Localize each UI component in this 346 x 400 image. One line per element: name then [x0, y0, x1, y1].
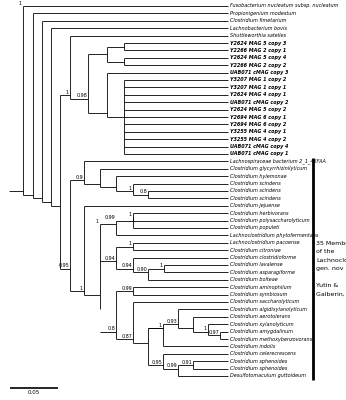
Text: Propionigenium modestum: Propionigenium modestum	[229, 11, 295, 16]
Text: 0.97: 0.97	[208, 330, 219, 335]
Text: Clostridium aerotolerans: Clostridium aerotolerans	[229, 314, 290, 319]
Text: 0.9: 0.9	[75, 174, 83, 180]
Text: 0.95: 0.95	[58, 263, 69, 268]
Text: 0.98: 0.98	[76, 93, 87, 98]
Text: Clostridium clostridioforme: Clostridium clostridioforme	[229, 255, 295, 260]
Text: Y2266 MAG 2 copy 2: Y2266 MAG 2 copy 2	[229, 63, 286, 68]
Text: 0.99: 0.99	[166, 363, 177, 368]
Text: Clostridium citroniae: Clostridium citroniae	[229, 248, 280, 253]
Text: Clostridium lavalense: Clostridium lavalense	[229, 262, 282, 268]
Text: Clostridium fimetarium: Clostridium fimetarium	[229, 18, 286, 23]
Text: 1: 1	[159, 323, 162, 328]
Text: Galberin, 2013: Galberin, 2013	[316, 292, 346, 297]
Text: Yutin &: Yutin &	[316, 283, 338, 288]
Text: 0.99: 0.99	[121, 286, 132, 290]
Text: Clostridium jejuense: Clostridium jejuense	[229, 203, 279, 208]
Text: Y3207 MAG 1 copy 2: Y3207 MAG 1 copy 2	[229, 78, 286, 82]
Text: Y3255 MAG 4 copy 2: Y3255 MAG 4 copy 2	[229, 137, 286, 142]
Text: Clostridium xylanolyticum: Clostridium xylanolyticum	[229, 322, 293, 327]
Text: Clostridium glycyrrhizinilyticum: Clostridium glycyrrhizinilyticum	[229, 166, 307, 171]
Text: 1: 1	[80, 286, 83, 290]
Text: Y2694 MAG 6 copy 2: Y2694 MAG 6 copy 2	[229, 122, 286, 127]
Text: Shuttleworthia satelles: Shuttleworthia satelles	[229, 33, 285, 38]
Text: 0.94: 0.94	[104, 256, 115, 261]
Text: Clostridium symbiosum: Clostridium symbiosum	[229, 292, 287, 297]
Text: Clostridium scindens: Clostridium scindens	[229, 196, 280, 201]
Text: Y3255 MAG 4 copy 1: Y3255 MAG 4 copy 1	[229, 129, 286, 134]
Text: Clostridium sphenoides: Clostridium sphenoides	[229, 359, 287, 364]
Text: UAB071 cMAG copy 4: UAB071 cMAG copy 4	[229, 144, 288, 149]
Text: 0.05: 0.05	[28, 390, 40, 395]
Text: 0.93: 0.93	[166, 319, 177, 324]
Text: Clostridium scindens: Clostridium scindens	[229, 181, 280, 186]
Text: 0.91: 0.91	[181, 360, 192, 365]
Text: 0.87: 0.87	[121, 334, 132, 339]
Text: Clostridium methoxybenzovorans: Clostridium methoxybenzovorans	[229, 336, 312, 342]
Text: Clostridium herbivorans: Clostridium herbivorans	[229, 211, 288, 216]
Text: Lachnoclostridium: Lachnoclostridium	[316, 258, 346, 263]
Text: UAB071 cMAG copy 2: UAB071 cMAG copy 2	[229, 100, 288, 105]
Text: of the: of the	[316, 249, 334, 254]
Text: 1: 1	[19, 1, 22, 6]
Text: 1: 1	[160, 264, 163, 268]
Text: UAB071 cMAG copy 3: UAB071 cMAG copy 3	[229, 70, 288, 75]
Text: Lachnoclostridium pacoense: Lachnoclostridium pacoense	[229, 240, 299, 245]
Text: Clostridium saccharolyticum: Clostridium saccharolyticum	[229, 300, 299, 304]
Text: Lachnobacterium bovis: Lachnobacterium bovis	[229, 26, 286, 31]
Text: Clostridium aminophilum: Clostridium aminophilum	[229, 285, 291, 290]
Text: 1: 1	[129, 186, 132, 191]
Text: Y2624 MAG 5 copy 2: Y2624 MAG 5 copy 2	[229, 107, 286, 112]
Text: Clostridium populeti: Clostridium populeti	[229, 226, 279, 230]
Text: 1: 1	[66, 90, 69, 94]
Text: Clostridium asparagiforme: Clostridium asparagiforme	[229, 270, 294, 275]
Text: 0.8: 0.8	[139, 189, 147, 194]
Text: 0.95: 0.95	[151, 360, 162, 365]
Text: Y2624 MAG 4 copy 1: Y2624 MAG 4 copy 1	[229, 92, 286, 97]
Text: 0.94: 0.94	[121, 264, 132, 268]
Text: Clostridium polysaccharolyticum: Clostridium polysaccharolyticum	[229, 218, 309, 223]
Text: Y3207 MAG 1 copy 1: Y3207 MAG 1 copy 1	[229, 85, 286, 90]
Text: Clostridium amygdalinum: Clostridium amygdalinum	[229, 329, 292, 334]
Text: 1: 1	[96, 219, 99, 224]
Text: 1: 1	[204, 326, 207, 331]
Text: Clostridium algidixylanolyticum: Clostridium algidixylanolyticum	[229, 307, 307, 312]
Text: 0.99: 0.99	[104, 215, 115, 220]
Text: gen. nov: gen. nov	[316, 266, 344, 271]
Text: Lachnoclostridium phytofermentans: Lachnoclostridium phytofermentans	[229, 233, 318, 238]
Text: Lachnospiraceae bacterium 2_1_46FAA: Lachnospiraceae bacterium 2_1_46FAA	[229, 158, 325, 164]
Text: Y2694 MAG 6 copy 1: Y2694 MAG 6 copy 1	[229, 114, 286, 120]
Text: Clostridium celerecrescens: Clostridium celerecrescens	[229, 351, 295, 356]
Text: Y2624 MAG 5 copy 3: Y2624 MAG 5 copy 3	[229, 40, 286, 46]
Text: 0.90: 0.90	[136, 267, 147, 272]
Text: Y2624 MAG 5 copy 4: Y2624 MAG 5 copy 4	[229, 55, 286, 60]
Text: Y2266 MAG 2 copy 1: Y2266 MAG 2 copy 1	[229, 48, 286, 53]
Text: 35 Members: 35 Members	[316, 241, 346, 246]
Text: UAB071 cMAG copy 1: UAB071 cMAG copy 1	[229, 152, 288, 156]
Text: Fusobacterium nucleatum subsp. nucleatum: Fusobacterium nucleatum subsp. nucleatum	[229, 4, 338, 8]
Text: Desulfotomaculum guttoideum: Desulfotomaculum guttoideum	[229, 374, 306, 378]
Text: Clostridium indolis: Clostridium indolis	[229, 344, 275, 349]
Text: Clostridium sphenoides: Clostridium sphenoides	[229, 366, 287, 371]
Text: 0.8: 0.8	[107, 326, 115, 331]
Text: 1: 1	[129, 241, 132, 246]
Text: Clostridium scindens: Clostridium scindens	[229, 188, 280, 194]
Text: Clostridium hylemonae: Clostridium hylemonae	[229, 174, 286, 179]
Text: Clostridium bolteae: Clostridium bolteae	[229, 277, 277, 282]
Text: 1: 1	[129, 212, 132, 217]
